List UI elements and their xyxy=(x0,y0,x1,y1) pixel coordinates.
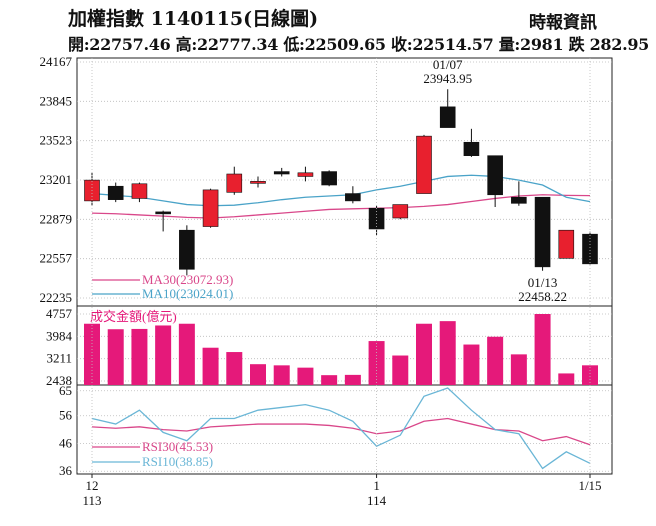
x-tick-sublabel: 114 xyxy=(367,493,387,508)
annotation-date: 01/07 xyxy=(433,57,463,72)
rsi10-line xyxy=(91,387,591,470)
volume-bar xyxy=(107,329,124,385)
annotation-value: 23943.95 xyxy=(423,71,472,86)
annotation-date: 01/13 xyxy=(528,275,558,290)
x-tick-label: 1 xyxy=(373,478,380,493)
volume-bar xyxy=(273,365,290,385)
legend-label: RSI30(45.53) xyxy=(142,439,213,454)
legend-label: MA10(23024.01) xyxy=(142,286,233,301)
y-tick-label: 2438 xyxy=(46,373,72,388)
rsi-panel: 65 56 46 36 RSI30(45.53)RSI10(38.85) xyxy=(59,383,612,478)
volume-bar xyxy=(534,314,551,385)
chart-frame xyxy=(76,57,613,475)
volume-bar xyxy=(178,323,195,385)
volume-bar xyxy=(131,328,148,385)
candle xyxy=(107,185,124,200)
volume-bar xyxy=(463,344,480,385)
y-tick-label: 22879 xyxy=(40,211,73,226)
legend-label: MA30(23072.93) xyxy=(142,272,233,287)
candle xyxy=(273,171,290,175)
y-tick-label: 23845 xyxy=(40,93,73,108)
volume-bar xyxy=(510,354,527,385)
volume-bar xyxy=(368,341,385,385)
ohlc-summary: 開:22757.46 高:22777.34 低:22509.65 收:22514… xyxy=(68,35,650,54)
y-tick-label: 24167 xyxy=(40,54,73,69)
volume-label: 成交金額(億元) xyxy=(90,309,177,324)
volume-bar xyxy=(155,325,172,385)
candle xyxy=(558,229,575,259)
volume-panel: 4757 3984 3211 2438 成交金額(億元) xyxy=(46,306,612,388)
volume-bar xyxy=(344,374,361,385)
y-tick-label: 36 xyxy=(59,463,73,478)
y-tick-label: 22557 xyxy=(40,251,73,266)
volume-bar xyxy=(392,355,409,385)
volume-bar xyxy=(487,336,504,385)
volume-bar xyxy=(226,352,243,385)
chart-title: 加權指數 1140115(日線圖) xyxy=(68,8,319,30)
y-tick-label: 3211 xyxy=(46,351,72,366)
candle xyxy=(392,204,409,219)
volume-bar xyxy=(250,364,266,385)
candle xyxy=(487,155,503,196)
volume-bar xyxy=(439,321,456,385)
y-tick-label: 65 xyxy=(59,383,72,398)
candle xyxy=(155,211,171,215)
candle xyxy=(297,172,314,177)
volume-bar xyxy=(416,323,432,385)
annotation-value: 22458.22 xyxy=(518,289,567,304)
y-tick-label: 4757 xyxy=(46,306,73,321)
source-label: 時報資訊 xyxy=(529,13,597,33)
legend-label: RSI10(38.85) xyxy=(142,454,213,469)
rsi30-line xyxy=(91,417,591,446)
volume-bar xyxy=(558,373,575,385)
candle xyxy=(345,193,361,202)
y-tick-label: 56 xyxy=(59,408,73,423)
candle xyxy=(439,106,456,128)
y-tick-label: 3984 xyxy=(46,328,73,343)
volume-bar xyxy=(321,375,338,385)
candle xyxy=(534,196,551,268)
candle xyxy=(202,189,219,227)
candle xyxy=(321,171,337,186)
y-tick-label: 46 xyxy=(59,435,73,450)
price-panel: 24167 23845 23523 23201 22879 22557 22235 01/07… xyxy=(40,54,612,305)
y-tick-label: 22235 xyxy=(40,290,73,305)
volume-bar xyxy=(297,367,314,385)
candle xyxy=(226,173,243,193)
ma30-line xyxy=(91,194,591,219)
x-tick-sublabel: 113 xyxy=(82,493,101,508)
volume-bar xyxy=(84,323,100,385)
candle xyxy=(511,196,527,204)
candle xyxy=(179,229,195,270)
y-tick-label: 23201 xyxy=(40,172,73,187)
ma10-line xyxy=(91,174,591,207)
x-tick-label: 1/15 xyxy=(578,478,601,493)
y-tick-label: 23523 xyxy=(40,133,73,148)
candle xyxy=(463,141,480,156)
volume-bar xyxy=(582,365,598,385)
candle xyxy=(250,181,266,184)
volume-bar xyxy=(202,347,219,385)
candle xyxy=(131,183,148,199)
x-tick-label: 12 xyxy=(86,478,99,493)
candle xyxy=(582,233,598,265)
candle xyxy=(416,135,432,194)
